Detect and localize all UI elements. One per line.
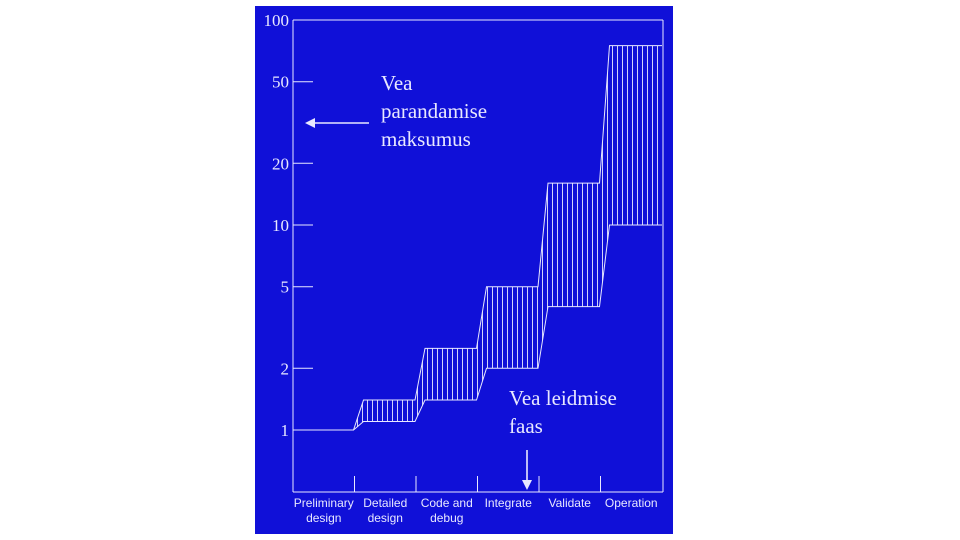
x-tick-label: Preliminary design (294, 496, 354, 525)
y-tick-label: 100 (264, 11, 290, 30)
x-tick-label: Validate (549, 496, 592, 510)
y-tick-label: 1 (281, 421, 290, 440)
y-tick-label: 2 (281, 359, 290, 378)
cost-band (293, 45, 662, 431)
down-arrow-icon (522, 480, 532, 490)
phase-annotation-label: Vea leidmise faas (509, 386, 617, 438)
chart-panel: 100 50 20 10 5 2 1 Preliminary design Detailed de… (255, 6, 673, 534)
x-tick-label: Detailed design (363, 496, 407, 525)
y-tick-label: 5 (281, 278, 290, 297)
annotations: Vea parandamise maksumus Vea leidmise faas (305, 71, 617, 490)
x-tick-label: Integrate (485, 496, 533, 510)
y-tick-label: 20 (272, 154, 289, 173)
error-cost-chart: 100 50 20 10 5 2 1 Preliminary design Detailed de… (264, 11, 664, 525)
y-axis-ticks: 100 50 20 10 5 2 1 (264, 11, 313, 440)
y-tick-label: 50 (272, 73, 289, 92)
lower-cost-line (293, 224, 662, 431)
x-tick-label: Operation (605, 496, 658, 510)
cost-range-area (293, 45, 662, 431)
upper-cost-line (293, 45, 662, 431)
left-arrow-icon (305, 118, 315, 128)
cost-range-lines (293, 45, 662, 431)
cost-annotation-label: Vea parandamise maksumus (381, 71, 487, 151)
x-tick-label: Code and debug (421, 496, 473, 525)
y-tick-label: 10 (272, 216, 289, 235)
x-axis-ticks: Preliminary design Detailed design Code and d… (294, 476, 658, 525)
